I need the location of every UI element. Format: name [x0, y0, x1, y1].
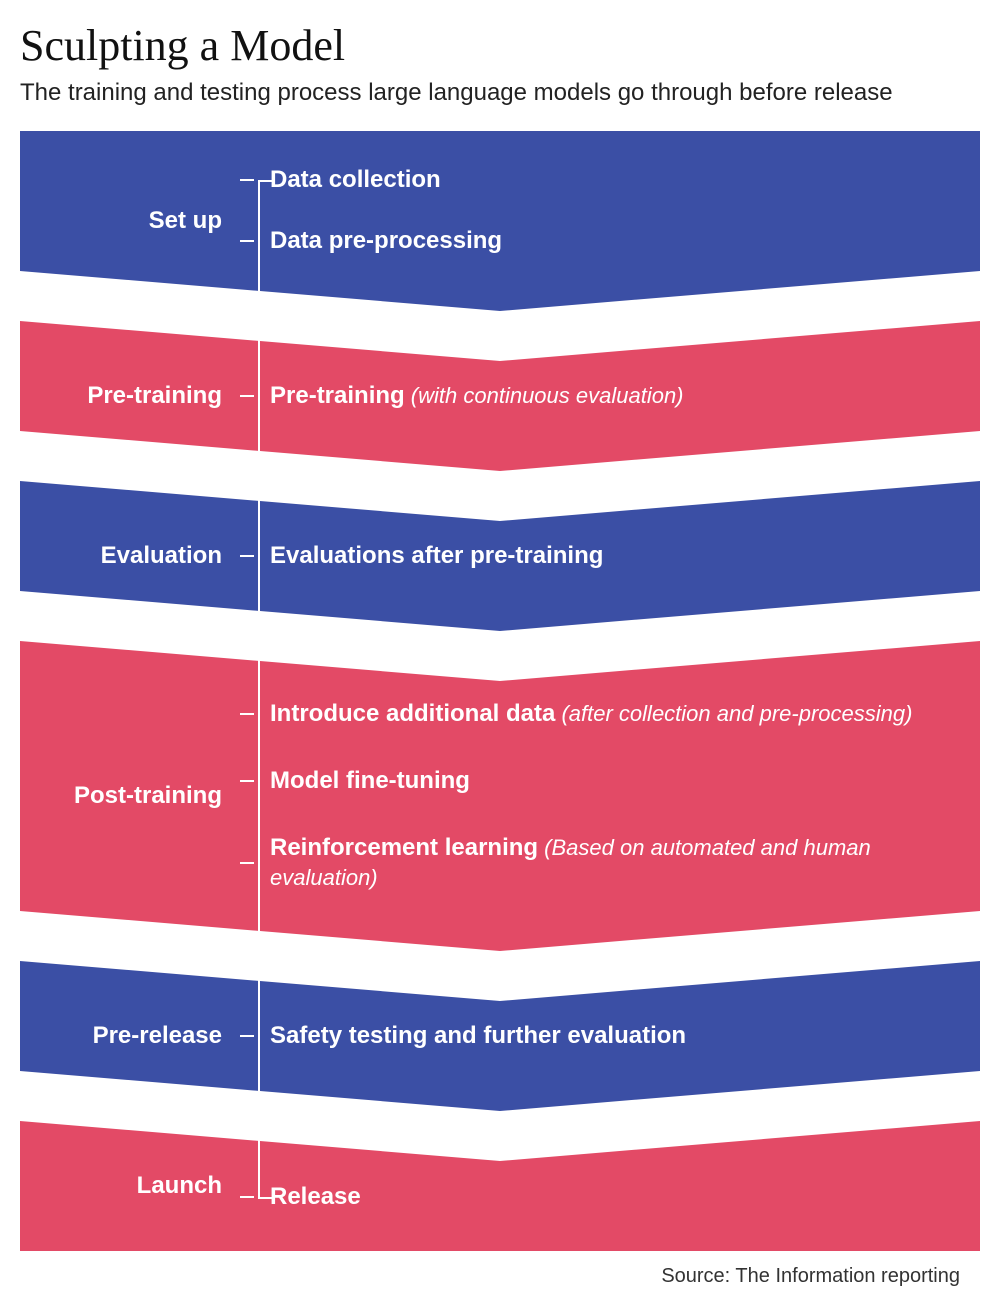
stage-item: Release — [240, 1176, 950, 1218]
stage-item: Model fine-tuning — [240, 760, 950, 802]
stage-item: Evaluations after pre-training — [240, 535, 950, 577]
tick-icon — [240, 240, 254, 242]
stage-items-posttraining: Introduce additional data (after collect… — [240, 641, 980, 951]
stage-item: Safety testing and further evaluation — [240, 1015, 950, 1057]
chart-title: Sculpting a Model — [20, 20, 980, 71]
tick-icon — [240, 395, 254, 397]
item-text: Model fine-tuning — [270, 767, 470, 794]
stage-setup: Set up Data collection Data pre-processing — [20, 131, 980, 311]
process-flowchart: Set up Data collection Data pre-processing… — [20, 131, 980, 1251]
item-text: Release — [270, 1183, 361, 1210]
chart-subtitle: The training and testing process large l… — [20, 79, 980, 107]
stage-launch: Launch Release — [20, 1121, 980, 1251]
stage-items-prerelease: Safety testing and further evaluation — [240, 961, 980, 1111]
stage-item: Pre-training (with continuous evaluation… — [240, 375, 950, 417]
stage-items-pretraining: Pre-training (with continuous evaluation… — [240, 321, 980, 471]
tick-icon — [240, 862, 254, 864]
tick-icon — [240, 179, 254, 181]
stage-label-launch: Launch — [20, 1172, 240, 1200]
spine-line — [258, 180, 260, 1198]
item-text: Safety testing and further evaluation — [270, 1022, 686, 1049]
item-text: Reinforcement learning — [270, 834, 538, 861]
stage-evaluation: Evaluation Evaluations after pre-training — [20, 481, 980, 631]
item-text: Data pre-processing — [270, 227, 502, 254]
tick-icon — [240, 1196, 254, 1198]
item-text: Data collection — [270, 166, 441, 193]
source-attribution: Source: The Information reporting — [20, 1251, 980, 1288]
spine-cap-top — [258, 180, 272, 182]
item-text: Introduce additional data — [270, 700, 555, 727]
stage-item: Reinforcement learning (Based on automat… — [240, 827, 950, 899]
stage-item: Introduce additional data (after collect… — [240, 693, 950, 735]
item-note: (with continuous evaluation) — [405, 383, 684, 408]
spine-cap-bottom — [258, 1197, 272, 1199]
item-note: (after collection and pre-processing) — [555, 701, 912, 726]
stage-prerelease: Pre-release Safety testing and further ev… — [20, 961, 980, 1111]
stage-label-posttraining: Post-training — [20, 782, 240, 810]
item-text: Evaluations after pre-training — [270, 542, 603, 569]
stage-item: Data collection — [240, 159, 950, 201]
stage-item: Data pre-processing — [240, 220, 950, 262]
stage-items-evaluation: Evaluations after pre-training — [240, 481, 980, 631]
tick-icon — [240, 1035, 254, 1037]
item-text: Pre-training — [270, 382, 405, 409]
stage-items-setup: Data collection Data pre-processing — [240, 131, 980, 311]
stage-pretraining: Pre-trainingPre-training (with continuou… — [20, 321, 980, 471]
stage-label-prerelease: Pre-release — [20, 1022, 240, 1050]
tick-icon — [240, 713, 254, 715]
tick-icon — [240, 555, 254, 557]
stage-label-evaluation: Evaluation — [20, 542, 240, 570]
tick-icon — [240, 780, 254, 782]
stage-label-pretraining: Pre-training — [20, 382, 240, 410]
stage-posttraining: Post-training Introduce additional data (… — [20, 641, 980, 951]
stage-items-launch: Release — [240, 1121, 980, 1251]
stage-label-setup: Set up — [20, 207, 240, 235]
